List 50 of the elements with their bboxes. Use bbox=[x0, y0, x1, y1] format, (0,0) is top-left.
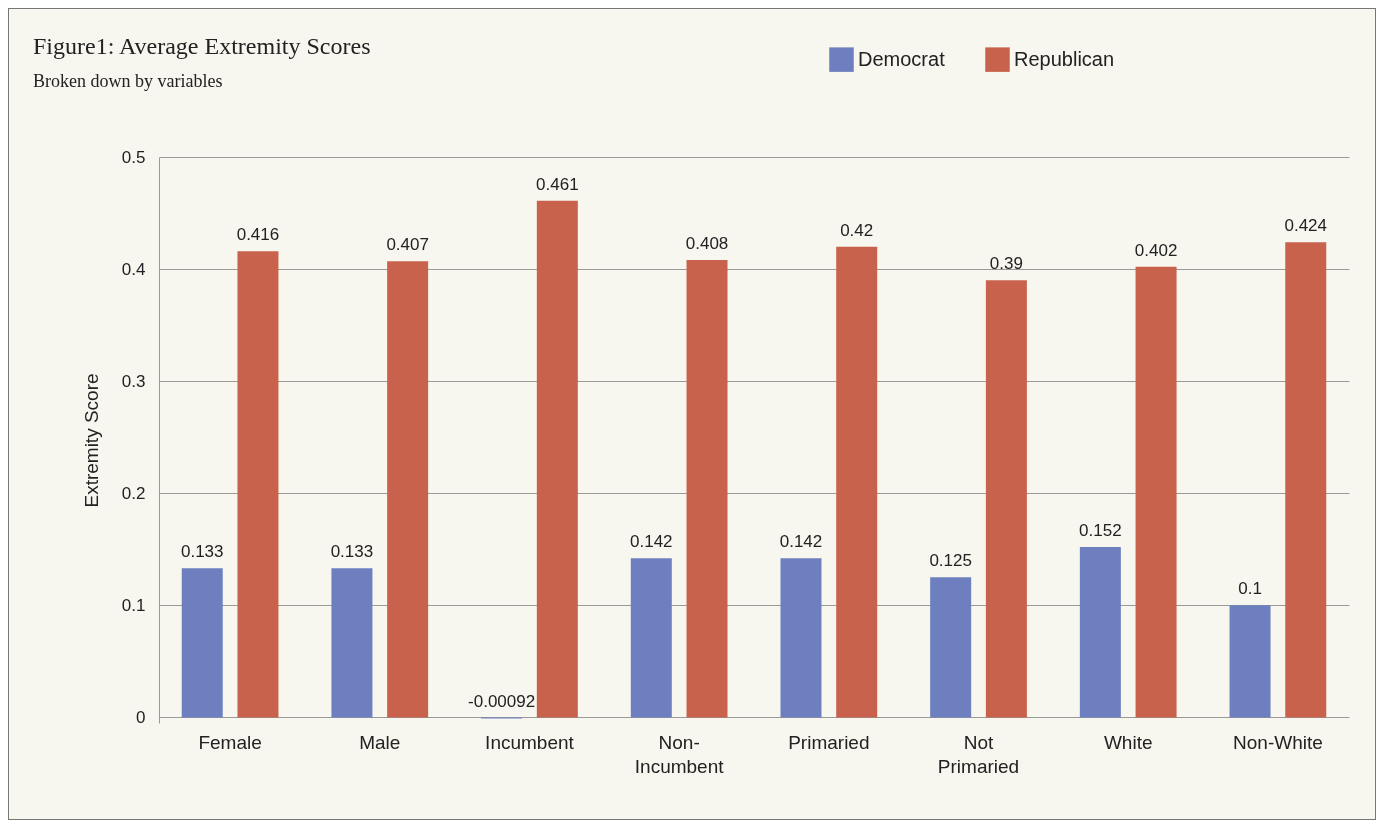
y-axis-title: Extremity Score bbox=[80, 373, 102, 508]
data-label: 0.152 bbox=[1079, 521, 1122, 541]
data-label: 0.142 bbox=[630, 532, 673, 552]
y-tick-label: 0.2 bbox=[121, 483, 146, 503]
bar bbox=[387, 261, 429, 718]
data-label: 0.407 bbox=[386, 235, 429, 255]
y-tick-label: 0.1 bbox=[121, 595, 146, 615]
bar bbox=[1229, 605, 1271, 718]
data-label: 0.42 bbox=[840, 220, 874, 240]
data-label: 0.125 bbox=[929, 551, 972, 571]
bar bbox=[536, 200, 578, 718]
bar bbox=[930, 577, 972, 718]
x-tick-label: Not Primaried bbox=[937, 731, 1020, 777]
bar bbox=[1285, 242, 1327, 718]
bar bbox=[686, 260, 728, 718]
x-tick-label: Female bbox=[198, 731, 262, 753]
x-tick-label: Incumbent bbox=[485, 731, 575, 753]
data-label: 0.133 bbox=[330, 542, 374, 562]
y-tick-label: 0 bbox=[136, 707, 146, 727]
data-label: -0.00092 bbox=[468, 692, 536, 712]
bar bbox=[331, 568, 373, 718]
data-label: 0.39 bbox=[989, 254, 1023, 274]
legend-label: Republican bbox=[1014, 47, 1115, 70]
legend-label: Democrat bbox=[858, 47, 946, 70]
bar bbox=[985, 280, 1027, 718]
y-tick-label: 0.4 bbox=[121, 259, 146, 279]
data-label: 0.461 bbox=[536, 174, 579, 194]
data-label: 0.416 bbox=[236, 225, 280, 245]
data-label: 0.1 bbox=[1238, 579, 1262, 599]
x-tick-label: Non-White bbox=[1233, 731, 1323, 753]
data-label: 0.402 bbox=[1134, 240, 1178, 260]
data-label: 0.424 bbox=[1284, 216, 1328, 236]
y-tick-label: 0.3 bbox=[121, 371, 146, 391]
x-tick-label: White bbox=[1103, 731, 1153, 753]
data-label: 0.133 bbox=[180, 542, 224, 562]
x-tick-label: Male bbox=[359, 731, 401, 753]
y-tick-label: 0.5 bbox=[121, 147, 146, 167]
bar bbox=[237, 251, 279, 718]
bar bbox=[1079, 547, 1121, 718]
data-label: 0.142 bbox=[779, 532, 823, 552]
bar bbox=[1135, 266, 1177, 718]
x-tick-label: Primaried bbox=[788, 731, 870, 753]
data-label: 0.408 bbox=[685, 234, 729, 254]
chart-subtitle: Broken down by variables bbox=[33, 71, 223, 92]
x-tick-label: Non-Incumbent bbox=[634, 731, 725, 777]
bar bbox=[630, 558, 672, 718]
bar bbox=[780, 558, 822, 718]
bar bbox=[836, 246, 878, 718]
chart-title: Figure1: Average Extremity Scores bbox=[33, 33, 371, 60]
bar bbox=[181, 568, 223, 718]
